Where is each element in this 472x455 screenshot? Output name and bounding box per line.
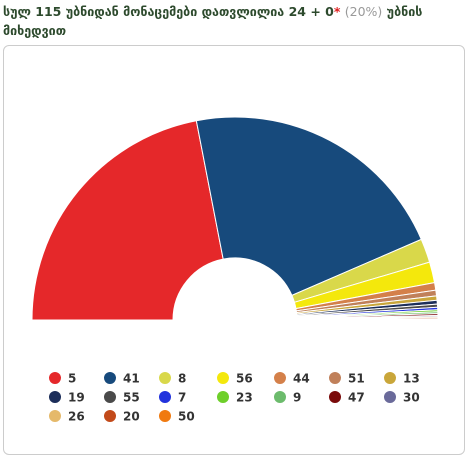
legend-label: 13 bbox=[403, 372, 420, 386]
legend-swatch bbox=[329, 372, 341, 384]
legend-swatch bbox=[49, 372, 61, 384]
header-percent: (20%) bbox=[344, 4, 383, 19]
legend-swatch bbox=[104, 372, 116, 384]
slice bbox=[31, 120, 224, 321]
header-asterisk: * bbox=[333, 4, 341, 19]
legend-label: 19 bbox=[68, 391, 85, 405]
legend-swatch bbox=[104, 391, 116, 403]
legend-label: 44 bbox=[293, 372, 310, 386]
slice bbox=[296, 318, 439, 321]
legend-swatch bbox=[384, 391, 396, 403]
legend-label: 7 bbox=[178, 391, 186, 405]
header: სულ 115 უბნიდან მონაცემები დათვლილია 24 … bbox=[3, 2, 465, 40]
legend-label: 26 bbox=[68, 410, 85, 424]
legend-swatch bbox=[159, 410, 171, 422]
legend-label: 8 bbox=[178, 372, 186, 386]
legend-label: 50 bbox=[178, 410, 195, 424]
legend-swatch bbox=[49, 391, 61, 403]
legend-swatch bbox=[159, 391, 171, 403]
legend-swatch bbox=[384, 372, 396, 384]
legend-label: 51 bbox=[348, 372, 365, 386]
legend-swatch bbox=[274, 372, 286, 384]
legend-swatch bbox=[329, 391, 341, 403]
legend-swatch bbox=[217, 372, 229, 384]
legend-swatch bbox=[49, 410, 61, 422]
legend-swatch bbox=[104, 410, 116, 422]
header-suffix: უბნის მიხედვით bbox=[3, 4, 423, 38]
legend-label: 55 bbox=[123, 391, 140, 405]
legend-swatch bbox=[274, 391, 286, 403]
legend-label: 5 bbox=[68, 372, 76, 386]
legend-swatch bbox=[217, 391, 229, 403]
header-main: სულ 115 უბნიდან მონაცემები დათვლილია 24 … bbox=[3, 4, 334, 19]
legend-label: 56 bbox=[236, 372, 253, 386]
legend-swatch bbox=[159, 372, 171, 384]
legend-label: 30 bbox=[403, 391, 420, 405]
legend-label: 20 bbox=[123, 410, 140, 424]
legend-label: 9 bbox=[293, 391, 301, 405]
legend-label: 23 bbox=[236, 391, 253, 405]
legend-label: 41 bbox=[123, 372, 140, 386]
slice bbox=[195, 116, 422, 297]
legend-label: 47 bbox=[348, 391, 365, 405]
